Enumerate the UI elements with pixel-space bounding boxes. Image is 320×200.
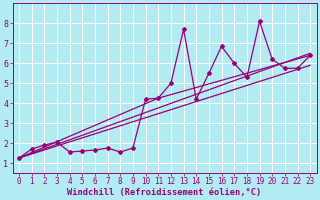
X-axis label: Windchill (Refroidissement éolien,°C): Windchill (Refroidissement éolien,°C) (68, 188, 262, 197)
